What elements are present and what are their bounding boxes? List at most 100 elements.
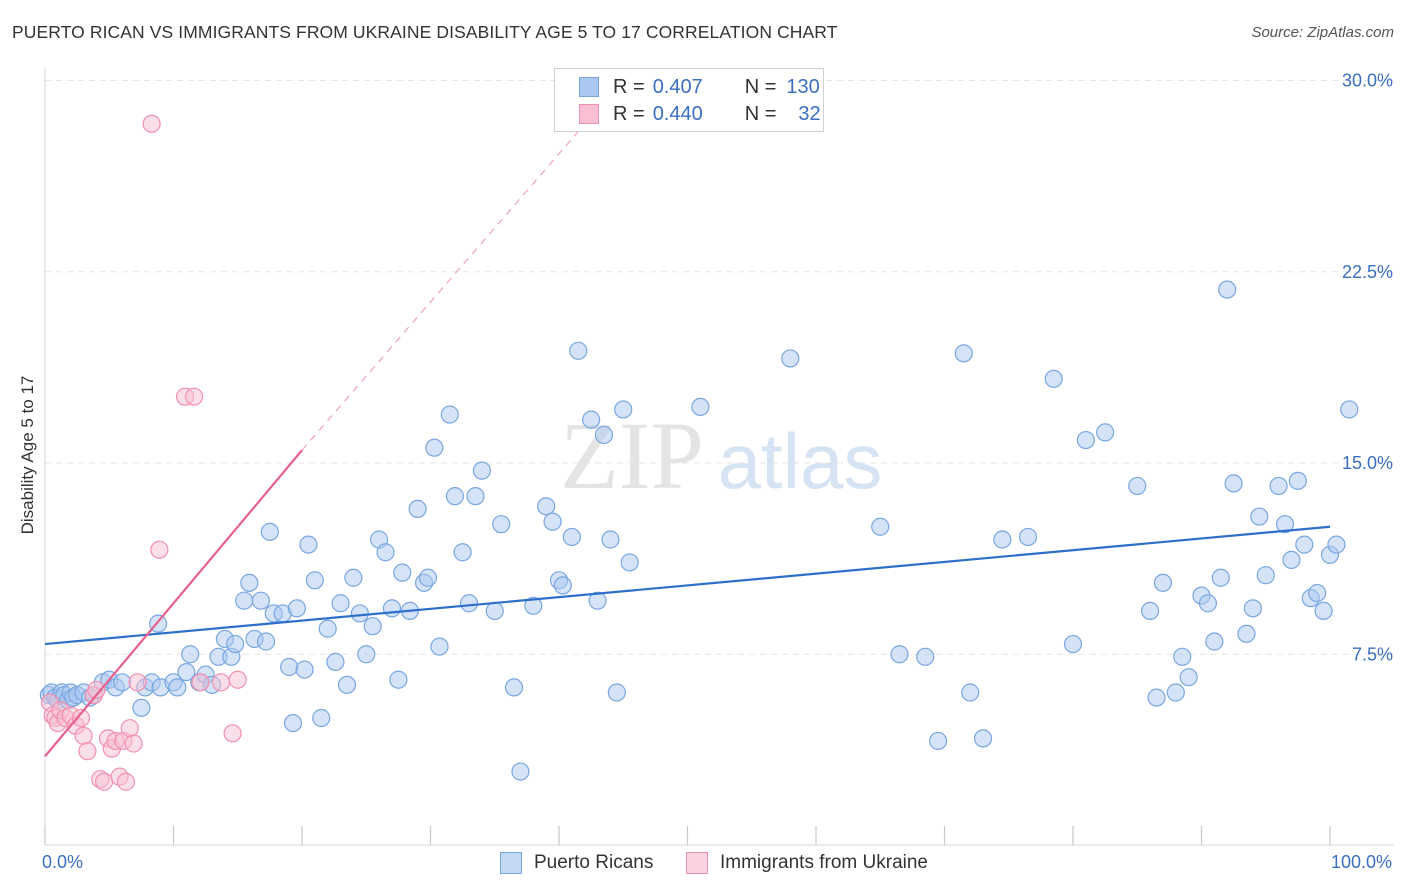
data-point-puerto-ricans [251, 591, 270, 610]
correlation-legend: R = 0.407 N = 130 R = 0.440 N = 32 [554, 68, 824, 132]
data-point-puerto-ricans [466, 487, 485, 506]
data-point-puerto-ricans [376, 543, 395, 562]
r-label: R = [613, 75, 645, 98]
data-point-ukraine [142, 114, 161, 133]
data-point-puerto-ricans [382, 599, 402, 618]
data-point-puerto-ricans [1295, 535, 1314, 554]
data-point-puerto-ricans [1224, 474, 1243, 493]
data-point-puerto-ricans [916, 647, 935, 666]
data-point-puerto-ricans [1044, 369, 1063, 388]
data-point-puerto-ricans [312, 708, 331, 728]
y-axis-title: Disability Age 5 to 17 [18, 375, 37, 535]
data-point-puerto-ricans [1076, 430, 1095, 450]
data-point-puerto-ricans [318, 619, 337, 638]
data-point-puerto-ricans [1250, 507, 1269, 526]
data-point-puerto-ricans [890, 645, 909, 664]
data-point-puerto-ricans [430, 637, 449, 656]
data-point-puerto-ricans [511, 762, 530, 781]
data-point-puerto-ricans [569, 341, 588, 360]
source-label: Source: ZipAtlas.com [1251, 24, 1394, 41]
data-point-ukraine [87, 680, 106, 700]
data-point-puerto-ricans [485, 601, 504, 621]
data-point-puerto-ricans [993, 530, 1012, 549]
data-point-puerto-ricans [1237, 624, 1256, 643]
data-point-puerto-ricans [280, 657, 299, 677]
data-point-puerto-ricans [620, 553, 639, 572]
data-point-puerto-ricans [357, 645, 376, 664]
data-point-puerto-ricans [181, 645, 200, 664]
data-point-puerto-ricans [562, 527, 581, 547]
data-point-puerto-ricans [440, 405, 459, 424]
data-point-puerto-ricans [112, 673, 132, 692]
data-point-puerto-ricans [961, 683, 980, 702]
y-tick-label: 7.5% [1352, 644, 1393, 664]
watermark-zip: ZIP [560, 402, 704, 509]
x-tick-label-min: 0.0% [42, 852, 84, 872]
series-legend: Puerto Ricans Immigrants from Ukraine [0, 852, 1406, 878]
data-point-puerto-ricans [607, 683, 626, 702]
data-point-puerto-ricans [1211, 568, 1230, 587]
data-point-puerto-ricans [871, 517, 890, 536]
n-value: 130 [786, 75, 820, 98]
data-point-puerto-ricans [1288, 471, 1307, 490]
trend-line-puerto-ricans [44, 525, 1331, 646]
data-point-ukraine [95, 772, 114, 791]
data-point-puerto-ricans [492, 515, 511, 534]
data-point-puerto-ricans [1218, 280, 1237, 299]
data-point-puerto-ricans [1179, 668, 1198, 687]
data-point-puerto-ricans [588, 591, 607, 610]
data-point-puerto-ricans [295, 660, 314, 679]
chart-title: PUERTO RICAN VS IMMIGRANTS FROM UKRAINE … [12, 22, 838, 42]
data-point-puerto-ricans [1198, 594, 1218, 613]
data-point-puerto-ricans [691, 397, 710, 416]
data-point-ukraine [223, 724, 242, 743]
y-tick-label: 30.0% [1342, 71, 1393, 91]
watermark: ZIP atlas [560, 402, 882, 509]
data-point-puerto-ricans [260, 522, 279, 541]
data-point-puerto-ricans [459, 594, 479, 613]
data-point-puerto-ricans [283, 713, 303, 733]
r-label: R = [613, 102, 645, 125]
data-point-puerto-ricans [537, 497, 556, 516]
data-point-puerto-ricans [1269, 476, 1288, 496]
legend-swatch-blue [579, 77, 599, 97]
data-point-puerto-ricans [1243, 599, 1263, 618]
data-point-puerto-ricans [781, 349, 800, 368]
data-point-puerto-ricans [524, 596, 543, 615]
data-point-puerto-ricans [601, 530, 620, 549]
data-point-ukraine [74, 726, 93, 745]
data-point-puerto-ricans [408, 499, 427, 518]
data-point-puerto-ricans [418, 568, 438, 587]
data-point-ukraine [211, 673, 231, 692]
legend-swatch-pink [686, 852, 708, 874]
data-point-ukraine [120, 719, 139, 738]
data-point-puerto-ricans [299, 535, 318, 554]
r-value: 0.440 [652, 102, 703, 125]
data-point-puerto-ricans [1173, 647, 1192, 666]
n-value: 32 [798, 102, 821, 125]
data-point-puerto-ricans [132, 698, 151, 717]
data-point-puerto-ricans [472, 461, 491, 480]
data-point-puerto-ricans [1166, 683, 1185, 702]
data-point-puerto-ricans [954, 344, 973, 363]
data-point-puerto-ricans [553, 576, 572, 595]
data-point-puerto-ricans [453, 543, 472, 562]
x-tick-label-max: 100.0% [1330, 852, 1392, 872]
y-tick-labels: 7.5% 15.0% 22.5% 30.0% [1342, 71, 1393, 665]
axes [44, 68, 1394, 846]
legend-swatch-pink [579, 104, 599, 124]
data-point-puerto-ricans [425, 438, 444, 457]
series-immigrants-from-ukraine [41, 114, 247, 791]
data-point-puerto-ricans [177, 662, 196, 682]
data-point-puerto-ricans [350, 604, 369, 623]
trend-lines [44, 131, 1331, 757]
data-point-puerto-ricans [1205, 632, 1224, 651]
data-point-puerto-ricans [1147, 688, 1166, 707]
data-point-puerto-ricans [928, 731, 948, 751]
legend-row-ukraine: R = 0.440 N = 32 [579, 102, 821, 126]
data-point-puerto-ricans [1018, 527, 1038, 547]
data-point-puerto-ricans [1063, 634, 1083, 654]
legend-label: Puerto Ricans [534, 852, 654, 873]
legend-label: Immigrants from Ukraine [720, 852, 928, 873]
